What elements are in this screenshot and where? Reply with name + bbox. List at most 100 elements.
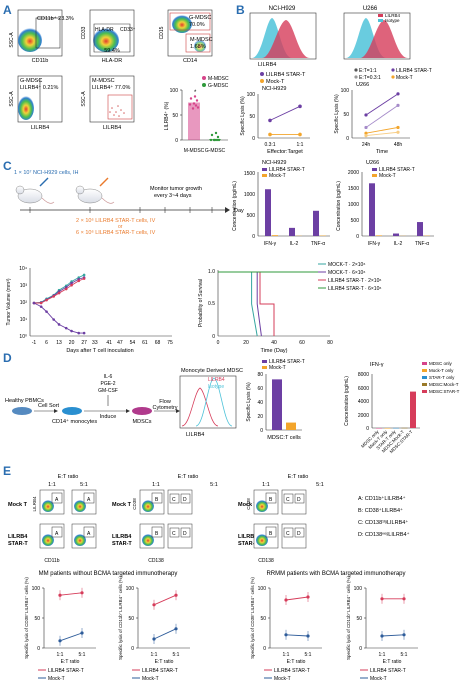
ytick: 50: [260, 616, 266, 622]
xtick: -1: [32, 340, 37, 346]
axis-y: SSC-A: [9, 32, 15, 48]
axis-y: LILRB4: [32, 496, 37, 512]
legend-et03: E:T=0.3:1: [359, 75, 381, 81]
gate-box: [180, 493, 191, 504]
ytick: 10¹: [20, 317, 28, 323]
panel-letter-d: D: [3, 351, 12, 365]
y-label: Concentration (pg/mL): [232, 181, 238, 231]
gate-box: [151, 492, 163, 504]
timeline-arrow: [225, 207, 230, 213]
ytick: 10³: [20, 283, 28, 289]
bar: [272, 235, 278, 236]
panel-letter-e: E: [3, 464, 11, 478]
flow-grid-cd38-rrmm: E:T ratio 1:1 5:1 Mock T LILRB4 STAR-T B…: [238, 474, 324, 564]
panel-c: 1 × 10⁷ NCI-H929 cells, IH Monitor tumor…: [6, 160, 434, 354]
xtick: 1:1: [297, 142, 304, 148]
data-point: [380, 634, 384, 638]
data-point: [396, 130, 400, 134]
data-point: [268, 132, 272, 137]
key-b: B: CD38⁺LILRB4⁺: [358, 507, 403, 514]
x-label: Days after T cell inoculation: [66, 348, 133, 354]
ratio-1: 1:1: [262, 482, 270, 488]
gate-letter: D: [297, 497, 301, 503]
legend-isotype: Isotype: [385, 18, 400, 23]
cat: IL-2: [394, 241, 403, 247]
gate-letter: A: [55, 497, 59, 503]
xtick: 48h: [394, 142, 403, 148]
row-star-1: LILRB4: [8, 534, 28, 540]
gate-letter: C: [286, 531, 290, 537]
tick-50: 50: [172, 113, 178, 119]
axis-x: CD14: [183, 58, 197, 64]
panel-b: NCI-H929 LILRB4 U266 LILRB4 Isotype LILR…: [240, 6, 432, 155]
y-label: Specific lysis of CD11b⁺LILRB4⁺ cells (%…: [346, 576, 351, 660]
row-star-2: STAR-T: [8, 541, 28, 547]
data-point: [396, 103, 400, 107]
series-line: [285, 634, 309, 637]
series-line: [59, 592, 83, 596]
flow-grid-cd11b: E:T ratio 1:1 5:1 Mock T LILRB4 STAR-T A…: [8, 474, 97, 564]
panel-d: Healthy PBMCs Cell Sort CD14⁺ monocytes …: [5, 359, 460, 454]
y-label: Specific Lysis (%): [246, 382, 252, 422]
legend-star-t: LILRB4 STAR-T: [396, 68, 432, 74]
axis-x: CD138: [258, 558, 274, 564]
gate-pct: LILRB4⁺ 77.0%: [92, 84, 130, 91]
legend-item: MDSC:Mock-T: [429, 382, 459, 387]
ytick: 0.5: [208, 301, 215, 307]
flow-plot-cd33: HLA-DR CD33⁺ 59.4% CD33 HLA-DR: [81, 9, 136, 64]
legend-star-t: LILRB4 STAR-T: [269, 359, 305, 365]
row-star-2: STAR-T: [112, 541, 132, 547]
ytick: 0: [366, 426, 369, 432]
gate-letter: B: [155, 531, 159, 537]
bar: [417, 222, 423, 236]
legend-mock: Mock-T: [274, 676, 291, 682]
ytick: 500: [351, 218, 360, 224]
cytokine-il6: IL-6: [104, 374, 113, 380]
bar: [265, 189, 271, 236]
ytick: 6000: [358, 386, 369, 392]
cytokine-chart-u266: U266 LILRB4 STAR-T Mock-T 0 500 1000 150…: [336, 160, 434, 247]
series-line: [59, 632, 83, 642]
gate-letter: C: [286, 497, 290, 503]
data-point: [284, 633, 288, 637]
key-a: A: CD11b⁺LILRB4⁺: [358, 495, 406, 502]
xtick: 47: [117, 340, 123, 346]
histo-title: U266: [363, 6, 378, 12]
ytick: 100: [354, 586, 363, 592]
data-point: [380, 597, 384, 601]
series-line: [285, 596, 309, 601]
gate-box: [51, 492, 63, 504]
y-label: Probability of Survival: [198, 279, 204, 327]
series-line: [365, 104, 399, 128]
key-c: C: CD138¹ᴵᵍLILRB4⁺: [358, 519, 408, 526]
every-text: every 3~4 days: [154, 193, 192, 199]
xtick: 20: [69, 340, 75, 346]
y-label: Tumor Volume (mm³): [6, 278, 12, 325]
bar: [369, 183, 375, 236]
data-point: [77, 279, 81, 283]
data-point: [396, 92, 400, 96]
cytokine-pge2: PGE-2: [100, 381, 115, 387]
data-point: [52, 318, 55, 321]
data-point: [268, 118, 272, 123]
et-header: E:T ratio: [178, 474, 199, 480]
bar: [286, 422, 296, 430]
data-point: [213, 138, 217, 142]
axis-x: CD11b: [32, 58, 49, 64]
legend-item: MDSC only: [429, 361, 453, 366]
data-point: [193, 95, 197, 98]
legend-star-t: LILRB4 STAR-T: [370, 668, 406, 674]
data-point: [58, 639, 62, 643]
gate-letter: B: [269, 497, 273, 503]
xtick: 54: [130, 340, 136, 346]
cytokine-gmcsf: GM-CSF: [98, 388, 118, 394]
data-point: [45, 310, 48, 313]
gate-box: [265, 526, 277, 538]
data-point: [57, 323, 61, 326]
x-label: MDSC:T cells: [267, 435, 301, 441]
bar: [384, 428, 391, 429]
legend-item: MOCK-T · 6×10⁶: [328, 270, 365, 276]
ytick: 0: [263, 646, 266, 652]
gate-letter: C: [172, 531, 176, 537]
